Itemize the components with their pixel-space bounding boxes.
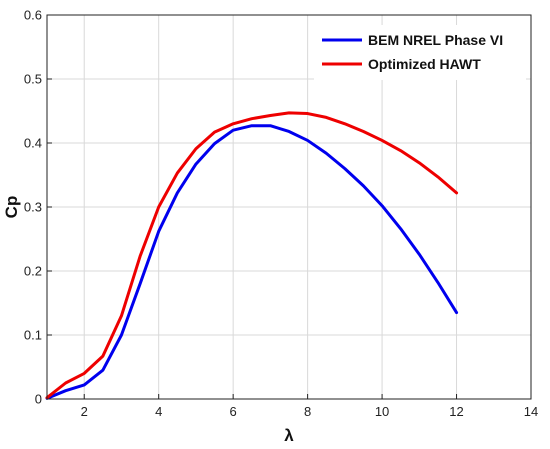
y-tick-label: 0.1 <box>24 328 42 343</box>
series-line-bem <box>45 124 459 400</box>
x-tick-label: 8 <box>304 404 311 419</box>
y-tick-label: 0 <box>35 392 42 407</box>
y-axis-label: Cp <box>2 196 21 219</box>
y-tick-label: 0.4 <box>24 136 42 151</box>
y-tick-label: 0.2 <box>24 264 42 279</box>
x-axis-label: λ <box>284 426 294 445</box>
x-tick-label: 10 <box>375 404 389 419</box>
x-tick-label: 4 <box>155 404 162 419</box>
y-tick-label: 0.6 <box>24 8 42 23</box>
x-tick-label: 12 <box>449 404 463 419</box>
legend-box <box>314 25 526 80</box>
legend: BEM NREL Phase VI Optimized HAWT <box>314 25 526 80</box>
legend-label-bem: BEM NREL Phase VI <box>368 32 503 48</box>
series-layer <box>45 111 459 400</box>
x-tick-label: 6 <box>230 404 237 419</box>
legend-label-optimized: Optimized HAWT <box>368 56 481 72</box>
x-tick-label: 2 <box>81 404 88 419</box>
ticks: 2 4 6 8 10 12 14 0 0.1 0.2 0.3 0.4 0.5 0.6 <box>24 8 538 420</box>
x-tick-label: 14 <box>524 404 538 419</box>
series-line-optimized <box>45 111 459 400</box>
y-tick-label: 0.3 <box>24 200 42 215</box>
y-tick-label: 0.5 <box>24 72 42 87</box>
